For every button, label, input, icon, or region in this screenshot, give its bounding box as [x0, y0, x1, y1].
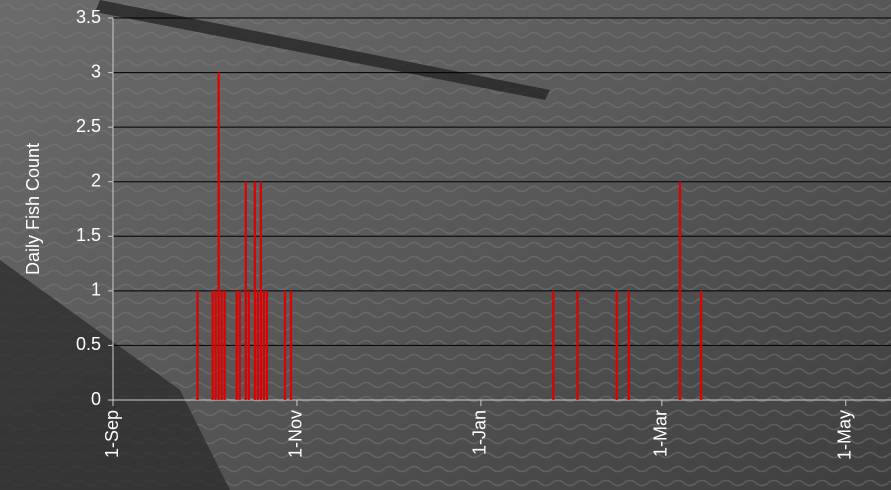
x-tick-label: 1-Jan	[470, 410, 490, 455]
bar	[238, 290, 241, 400]
y-tick-label: 1.5	[76, 225, 101, 245]
x-tick-label: 1-Nov	[286, 410, 306, 458]
bank-shape	[0, 260, 230, 490]
y-tick-label: 1	[91, 280, 101, 300]
bar	[678, 181, 682, 400]
bar	[265, 290, 268, 400]
y-tick-label: 2	[91, 170, 101, 190]
bar	[259, 181, 262, 400]
y-tick-label: 0	[91, 389, 101, 409]
y-tick-label: 2.5	[76, 116, 101, 136]
bar	[211, 290, 214, 400]
bar	[223, 290, 226, 400]
y-tick-label: 3	[91, 61, 101, 81]
bar	[220, 290, 223, 400]
bar	[256, 290, 259, 400]
bar	[253, 181, 256, 400]
bar	[283, 290, 287, 400]
bar	[700, 290, 703, 400]
bar	[289, 290, 293, 400]
x-tick-label: 1-May	[835, 410, 855, 460]
bar	[627, 290, 630, 400]
bar	[235, 290, 238, 400]
bar	[214, 290, 217, 400]
bar	[247, 290, 250, 400]
bar	[262, 290, 265, 400]
y-tick-label: 3.5	[76, 7, 101, 27]
y-axis-label: Daily Fish Count	[23, 143, 43, 275]
bar	[576, 290, 579, 400]
bar	[217, 72, 220, 401]
log-shape	[95, 0, 550, 100]
bar	[552, 290, 555, 400]
bar	[196, 290, 199, 400]
x-tick-label: 1-Mar	[651, 410, 671, 457]
x-tick-label: 1-Sep	[102, 410, 122, 458]
y-tick-label: 0.5	[76, 334, 101, 354]
bar	[615, 290, 618, 400]
bar	[244, 181, 247, 400]
